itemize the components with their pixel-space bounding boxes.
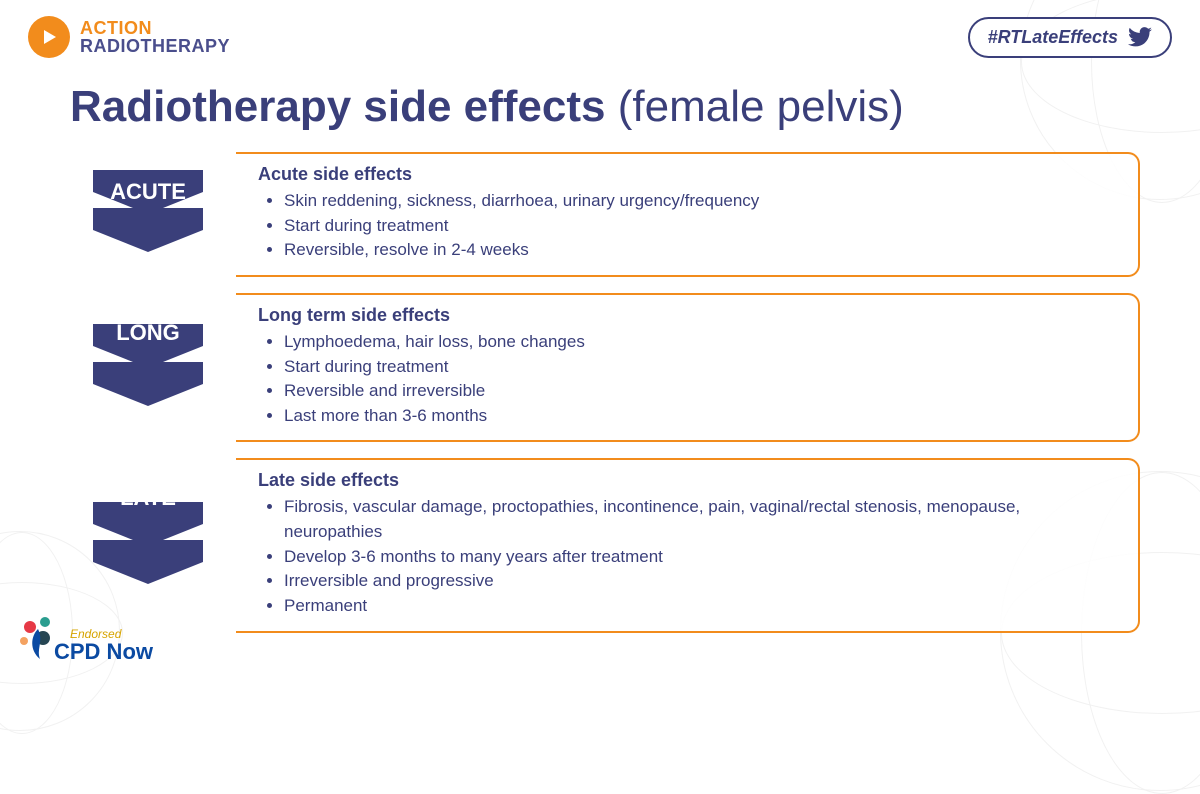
logo: ACTION RADIOTHERAPY <box>28 16 230 58</box>
chevron-down-icon <box>93 208 203 252</box>
bullet-item: Start during treatment <box>284 214 1120 239</box>
bullet-item: Fibrosis, vascular damage, proctopathies… <box>284 495 1120 544</box>
logo-play-icon <box>28 16 70 58</box>
bullet-item: Start during treatment <box>284 355 1120 380</box>
cpd-badge: Endorsed CPD Now <box>20 617 121 661</box>
section-row: ACUTE Acute side effects Skin reddening, s… <box>88 152 1140 277</box>
logo-text: ACTION RADIOTHERAPY <box>80 19 230 55</box>
cpd-main: CPD Now <box>54 639 153 665</box>
chevron-stack: LONG <box>88 293 208 443</box>
card-title: Acute side effects <box>258 164 1120 185</box>
chevron-down-icon <box>93 362 203 406</box>
bullet-item: Lymphoedema, hair loss, bone changes <box>284 330 1120 355</box>
bullet-item: Last more than 3-6 months <box>284 404 1120 429</box>
bullet-list: Fibrosis, vascular damage, proctopathies… <box>258 495 1120 618</box>
section-row: LONG Long term side effects Lymphoedema, h… <box>88 293 1140 443</box>
info-card: Acute side effects Skin reddening, sickne… <box>236 152 1140 277</box>
bullet-item: Reversible, resolve in 2-4 weeks <box>284 238 1120 263</box>
card-title: Late side effects <box>258 470 1120 491</box>
chevron-stack: LATE <box>88 458 208 632</box>
logo-line2: RADIOTHERAPY <box>80 37 230 55</box>
bullet-item: Permanent <box>284 594 1120 619</box>
card-title: Long term side effects <box>258 305 1120 326</box>
page-title: Radiotherapy side effects (female pelvis… <box>0 58 1200 142</box>
title-bold: Radiotherapy side effects <box>70 82 606 131</box>
bullet-item: Develop 3-6 months to many years after t… <box>284 545 1120 570</box>
bullet-item: Skin reddening, sickness, diarrhoea, uri… <box>284 189 1120 214</box>
chevron-down-icon <box>93 540 203 584</box>
twitter-icon <box>1128 27 1152 47</box>
hashtag-pill: #RTLateEffects <box>968 17 1172 58</box>
bullet-list: Lymphoedema, hair loss, bone changesStar… <box>258 330 1120 429</box>
chevron-stack: ACUTE <box>88 152 208 277</box>
hashtag-text: #RTLateEffects <box>988 27 1118 48</box>
section-row: LATE Late side effects Fibrosis, vascular … <box>88 458 1140 632</box>
logo-line1: ACTION <box>80 19 230 37</box>
bullet-list: Skin reddening, sickness, diarrhoea, uri… <box>258 189 1120 263</box>
bullet-item: Irreversible and progressive <box>284 569 1120 594</box>
info-card: Long term side effects Lymphoedema, hair … <box>236 293 1140 443</box>
info-card: Late side effects Fibrosis, vascular dama… <box>236 458 1140 632</box>
title-light: (female pelvis) <box>606 82 904 131</box>
content: ACUTE Acute side effects Skin reddening, s… <box>0 142 1200 633</box>
header: ACTION RADIOTHERAPY #RTLateEffects <box>0 0 1200 58</box>
bullet-item: Reversible and irreversible <box>284 379 1120 404</box>
